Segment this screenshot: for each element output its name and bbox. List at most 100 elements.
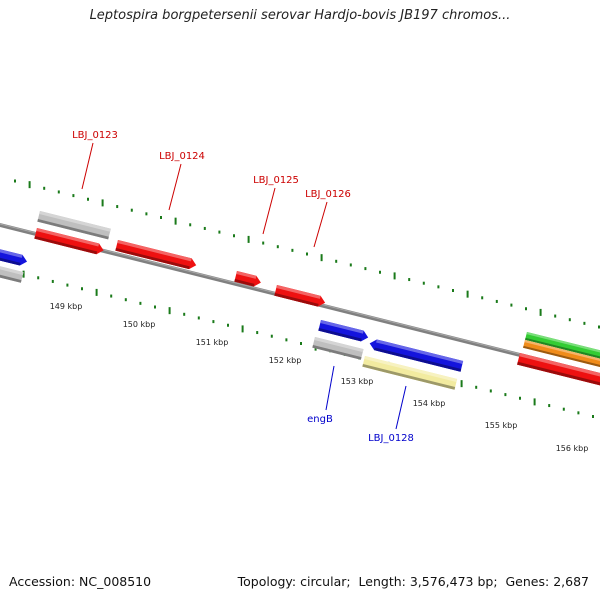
feature-highlight — [320, 320, 364, 334]
feature-shadow — [0, 268, 22, 283]
gene-label[interactable]: LBJ_0124 — [159, 151, 205, 162]
bottom-minor-tick — [548, 404, 551, 408]
top-minor-tick — [291, 248, 294, 252]
bottom-minor-tick — [66, 283, 69, 287]
bottom-major-tick — [533, 398, 536, 406]
scale-label: 155 kbp — [485, 421, 518, 430]
top-minor-tick — [525, 307, 527, 311]
feature-highlight — [376, 339, 464, 365]
bottom-minor-tick — [51, 279, 54, 283]
bottom-minor-tick — [81, 287, 83, 291]
feature-highlight — [0, 260, 24, 276]
feature-highlight — [526, 332, 600, 357]
feature-shadow — [234, 279, 255, 287]
feature-highlight — [36, 228, 100, 247]
top-minor-tick — [481, 296, 484, 300]
top-minor-tick — [72, 194, 75, 198]
top-minor-tick — [233, 234, 235, 238]
feature-highlight — [39, 211, 111, 232]
bottom-major-tick — [95, 288, 98, 296]
top-minor-tick — [203, 226, 206, 230]
feature-red-0126[interactable] — [274, 285, 326, 308]
length-label: Length: — [358, 574, 406, 589]
top-minor-tick — [408, 278, 411, 282]
bottom-minor-tick — [37, 276, 40, 280]
bottom-minor-tick — [475, 385, 478, 389]
bottom-minor-tick — [197, 316, 200, 320]
feature-shadow — [523, 345, 600, 370]
top-minor-tick — [14, 179, 16, 183]
scale-label: 150 kbp — [123, 320, 156, 329]
gene-label[interactable]: LBJ_0123 — [72, 130, 118, 141]
top-minor-tick — [510, 303, 513, 307]
feature-red-right[interactable] — [517, 353, 600, 388]
feature-gray-left[interactable] — [0, 260, 24, 283]
feature-highlight — [519, 353, 600, 378]
gene-label[interactable]: engB — [307, 414, 333, 425]
scale-label: 151 kbp — [196, 338, 229, 347]
feature-blue-0128[interactable] — [368, 338, 464, 372]
tick-track-top — [14, 179, 600, 329]
gene-label-leader — [262, 187, 276, 235]
top-major-tick — [174, 217, 177, 225]
feature-green-right[interactable] — [525, 332, 600, 362]
top-major-tick — [247, 235, 250, 243]
bottom-minor-tick — [110, 294, 113, 298]
feature-gray-engB[interactable] — [312, 337, 364, 360]
feature-gray-0123[interactable] — [37, 211, 111, 240]
bottom-major-tick — [168, 307, 171, 315]
feature-blue-engB-top[interactable] — [318, 320, 369, 343]
top-minor-tick — [57, 190, 60, 194]
gene-label[interactable]: LBJ_0128 — [368, 433, 414, 444]
feature-highlight — [0, 243, 23, 258]
scale-labels: 149 kbp 150 kbp 151 kbp 152 kbp 153 kbp 154 k… — [50, 302, 589, 453]
top-minor-tick — [145, 212, 148, 216]
bottom-minor-tick — [139, 301, 142, 305]
bottom-minor-tick — [285, 338, 288, 342]
gene-label-leader — [168, 163, 182, 211]
bottom-minor-tick — [562, 407, 565, 411]
bottom-minor-tick — [270, 334, 273, 338]
topology-value: circular — [300, 574, 347, 589]
gene-label[interactable]: LBJ_0126 — [305, 189, 351, 200]
top-minor-tick — [495, 299, 498, 303]
top-minor-tick — [422, 281, 425, 285]
bottom-minor-tick — [227, 323, 229, 327]
feature-red-0123[interactable] — [34, 228, 105, 256]
top-major-tick — [28, 181, 31, 189]
top-minor-tick — [335, 259, 338, 263]
top-minor-tick — [306, 252, 308, 256]
bottom-major-tick — [22, 270, 25, 278]
top-minor-tick — [43, 186, 46, 190]
map-title: Leptospira borgpetersenii serovar Hardjo… — [89, 8, 511, 23]
top-minor-tick — [583, 321, 586, 325]
bottom-minor-tick — [256, 331, 259, 335]
feature-highlight — [236, 271, 257, 279]
feature-shadow — [525, 337, 600, 362]
feature-shadow — [362, 364, 456, 390]
feature-orange-right[interactable] — [523, 340, 600, 370]
top-minor-tick — [364, 267, 367, 271]
feature-body — [369, 339, 464, 372]
length-value: 3,576,473 bp — [409, 574, 494, 589]
gene-label[interactable]: LBJ_0125 — [253, 175, 299, 186]
feature-shadow — [374, 347, 462, 372]
feature-shadow — [274, 293, 319, 307]
feature-body — [0, 243, 28, 266]
feature-blue-left[interactable] — [0, 243, 28, 267]
label-leaders — [81, 142, 407, 430]
gene-label-leader — [81, 142, 94, 190]
scale-label: 152 kbp — [269, 356, 302, 365]
bottom-minor-tick — [300, 342, 302, 345]
top-minor-tick — [276, 245, 279, 249]
bottom-minor-tick — [577, 411, 580, 415]
feature-track — [0, 211, 600, 390]
feature-shadow — [318, 328, 362, 342]
top-minor-tick — [262, 241, 265, 245]
top-minor-tick — [189, 223, 192, 227]
feature-red-0124[interactable] — [115, 240, 197, 271]
scale-label: 149 kbp — [50, 302, 83, 311]
feature-red-0125[interactable] — [234, 271, 262, 288]
feature-yellow-0128[interactable] — [362, 356, 458, 390]
